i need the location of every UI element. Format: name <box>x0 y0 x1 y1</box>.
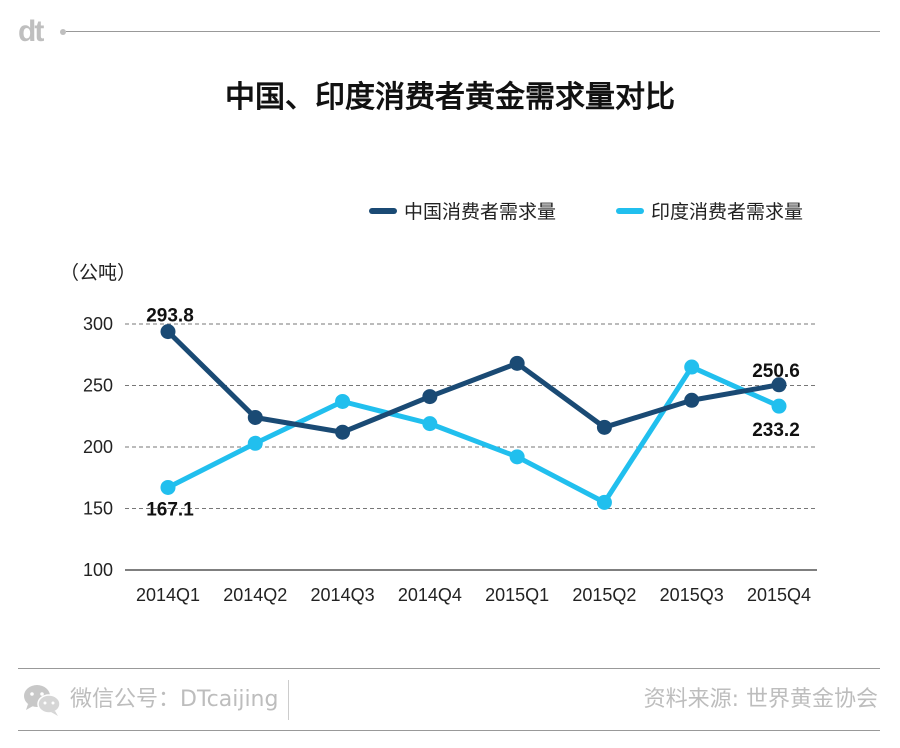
header-divider <box>66 31 880 32</box>
y-tick-label-200: 200 <box>83 437 113 457</box>
dt-logo: dt <box>18 15 44 48</box>
chart-title: 中国、印度消费者黄金需求量对比 <box>225 80 675 115</box>
footer-top-divider <box>18 668 880 669</box>
y-axis-ticks: 100 150 200 250 300 <box>83 314 113 580</box>
y-tick-label-300: 300 <box>83 314 113 334</box>
footer-bottom-divider <box>18 730 880 731</box>
x-tick-label-2014q4: 2014Q4 <box>398 585 462 605</box>
point-china-2014q3 <box>335 424 351 440</box>
x-tick-label-2015q2: 2015Q2 <box>572 585 636 605</box>
point-india-2014q2 <box>247 435 263 451</box>
data-label-india-2014q1: 167.1 <box>146 499 194 520</box>
y-unit-label: （公吨） <box>60 262 136 284</box>
x-tick-label-2015q1: 2015Q1 <box>485 585 549 605</box>
x-tick-label-2015q3: 2015Q3 <box>660 585 724 605</box>
point-china-2015q3 <box>684 392 700 408</box>
point-china-2015q4 <box>771 377 787 393</box>
series-line-india <box>166 364 781 505</box>
footer-source: 资料来源: 世界黄金协会 <box>643 687 878 712</box>
series-line-china <box>166 329 780 435</box>
x-tick-label-2014q1: 2014Q1 <box>136 585 200 605</box>
x-tick-label-2014q3: 2014Q3 <box>311 585 375 605</box>
point-india-2015q2 <box>596 494 612 510</box>
point-india-2014q1 <box>160 479 176 495</box>
point-china-2014q2 <box>247 409 263 425</box>
footer-wechat-account: 微信公号：DTcaijing <box>70 687 279 712</box>
x-tick-label-2014q2: 2014Q2 <box>223 585 287 605</box>
point-china-2014q4 <box>422 389 438 405</box>
point-india-2015q1 <box>509 449 525 465</box>
series-points <box>160 324 787 510</box>
footer-vertical-divider <box>288 680 289 720</box>
point-india-2015q4 <box>771 398 787 414</box>
logo-dot <box>60 29 66 35</box>
data-label-india-2015q4: 233.2 <box>752 420 800 441</box>
legend-label-china: 中国消费者需求量 <box>404 201 556 223</box>
wechat-icon <box>24 685 61 716</box>
point-china-2014q1 <box>160 324 176 340</box>
x-axis-ticks: 2014Q1 2014Q2 2014Q3 2014Q4 2015Q1 2015Q2 2015… <box>136 585 811 605</box>
legend-label-india: 印度消费者需求量 <box>651 201 803 223</box>
data-labels: 293.8 167.1 250.6 233.2 <box>146 306 800 521</box>
data-label-china-2015q4: 250.6 <box>752 361 800 382</box>
y-tick-label-100: 100 <box>83 560 113 580</box>
point-india-2015q3 <box>684 359 700 375</box>
point-china-2015q2 <box>596 419 612 435</box>
x-tick-label-2015q4: 2015Q4 <box>747 585 811 605</box>
y-tick-label-150: 150 <box>83 499 113 519</box>
point-china-2015q1 <box>509 355 525 371</box>
line-chart: 中国消费者需求量 印度消费者需求量 （公吨） 100 150 200 250 300 20… <box>60 201 817 605</box>
point-india-2014q3 <box>335 393 351 409</box>
gridlines <box>125 323 817 571</box>
y-tick-label-250: 250 <box>83 376 113 396</box>
data-label-china-2014q1: 293.8 <box>146 306 194 327</box>
legend: 中国消费者需求量 印度消费者需求量 <box>369 201 803 223</box>
series-lines <box>166 329 781 505</box>
point-india-2014q4 <box>422 416 438 432</box>
